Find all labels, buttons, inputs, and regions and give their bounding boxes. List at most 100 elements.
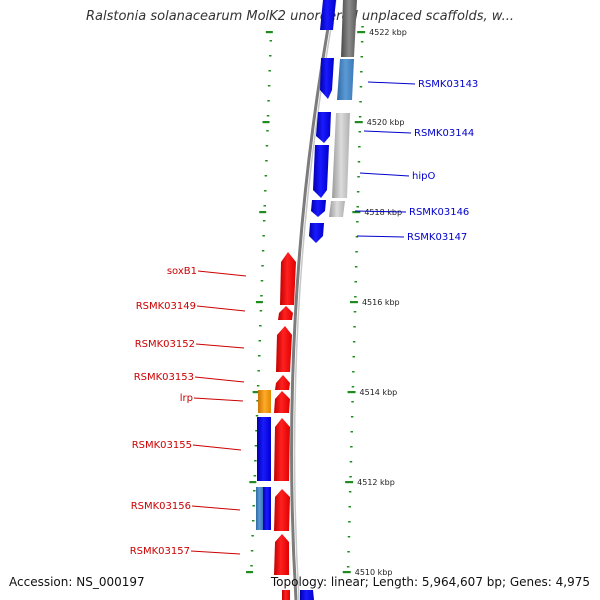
ruler-minor-tick <box>352 371 355 373</box>
gene-label-reverse[interactable]: RSMK03155 <box>132 440 192 451</box>
ruler-minor-tick <box>361 26 364 28</box>
ruler-major-tick <box>357 31 366 34</box>
ruler-minor-tick <box>261 250 265 252</box>
forward-outer-track[interactable] <box>329 0 357 217</box>
gene-block-reverse[interactable] <box>274 534 289 575</box>
ruler-minor-tick <box>265 145 269 147</box>
gene-block-forward[interactable] <box>300 590 314 600</box>
ruler-major-tick <box>262 121 270 124</box>
ruler-minor-tick <box>350 416 354 418</box>
ruler-minor-tick <box>354 296 357 298</box>
ruler-major-tick <box>265 31 273 34</box>
gene-block-reverse[interactable] <box>280 252 296 305</box>
ruler-minor-tick <box>260 280 264 282</box>
ruler-minor-tick <box>256 400 259 402</box>
gene-block-rna[interactable] <box>258 390 271 413</box>
ruler-minor-tick <box>256 385 260 387</box>
ruler-minor-tick <box>268 70 271 72</box>
ruler-minor-tick <box>352 356 356 358</box>
gene-block-forward[interactable] <box>311 200 326 217</box>
ruler-minor-tick <box>258 340 262 342</box>
gene-block-forward[interactable] <box>257 417 271 481</box>
ruler-minor-tick <box>250 565 253 567</box>
ruler-minor-tick <box>250 550 254 552</box>
ruler-minor-tick <box>359 101 362 103</box>
ruler-minor-tick <box>351 386 355 388</box>
gene-block-forward[interactable] <box>320 58 334 99</box>
ruler-minor-tick <box>358 146 361 148</box>
ruler-tick-label: 4522 kbp <box>369 28 407 37</box>
gene-label-reverse[interactable]: RSMK03153 <box>134 372 194 383</box>
gene-label-reverse[interactable]: RSMK03156 <box>131 501 191 512</box>
gene-label-forward[interactable]: RSMK03143 <box>418 79 478 90</box>
ruler-minor-tick <box>259 310 263 312</box>
ruler-major-tick <box>345 481 354 484</box>
ruler-minor-tick <box>253 475 257 477</box>
label-leader-line <box>190 550 241 555</box>
gene-block-reverse[interactable] <box>278 306 293 320</box>
ruler-minor-tick <box>360 71 363 73</box>
reverse-outer-track[interactable] <box>256 390 271 530</box>
ruler-minor-tick <box>349 461 353 463</box>
gene-block-reverse[interactable] <box>274 391 290 413</box>
gene-label-forward[interactable]: RSMK03146 <box>409 207 469 218</box>
gene-block-steelblue[interactable] <box>256 487 263 530</box>
ruler-major-tick <box>349 301 358 304</box>
ruler-minor-tick <box>253 490 256 492</box>
ruler-major-tick <box>342 571 351 574</box>
gene-block-forward[interactable] <box>313 145 329 198</box>
gene-block-gray[interactable] <box>329 201 345 217</box>
ruler-minor-tick <box>358 116 362 118</box>
gene-block-reverse[interactable] <box>274 418 290 481</box>
label-leader-line <box>196 305 246 312</box>
ruler-minor-tick <box>257 355 261 357</box>
gene-label-forward[interactable]: hipO <box>412 171 435 182</box>
gene-block-forward[interactable] <box>309 223 324 243</box>
gene-block-dark-gray[interactable] <box>341 0 357 57</box>
ruler-major-tick <box>259 211 267 214</box>
ruler-minor-tick <box>349 476 352 478</box>
gene-label-reverse[interactable]: RSMK03149 <box>136 301 196 312</box>
gene-block-reverse[interactable] <box>282 590 290 600</box>
ruler-minor-tick <box>251 535 254 537</box>
ruler-minor-tick <box>358 131 362 133</box>
accession-text: Accession: NS_000197 <box>9 575 145 589</box>
reverse-strand-genes[interactable] <box>274 252 296 600</box>
label-leader-line <box>191 505 241 511</box>
ruler-minor-tick <box>353 311 357 313</box>
ruler-minor-tick <box>353 326 356 328</box>
gene-label-reverse[interactable]: RSMK03152 <box>135 339 195 350</box>
ruler-minor-tick <box>259 325 262 327</box>
ruler-minor-tick <box>351 401 354 403</box>
ruler-major-tick <box>252 391 260 394</box>
ruler-minor-tick <box>346 566 350 568</box>
gene-label-reverse[interactable]: soxB1 <box>167 266 197 277</box>
gene-block-reverse[interactable] <box>275 375 290 390</box>
gene-block-reverse[interactable] <box>276 326 292 372</box>
gene-block-forward[interactable] <box>320 0 336 30</box>
gene-block-forward[interactable] <box>316 112 331 143</box>
ruler-minor-tick <box>267 100 270 102</box>
gene-block-steelblue[interactable] <box>337 59 354 100</box>
label-leader-line <box>195 343 245 349</box>
gene-label-forward[interactable]: RSMK03147 <box>407 232 467 243</box>
ruler-minor-tick <box>359 86 363 88</box>
label-leader-line <box>367 81 416 85</box>
label-leader-line <box>356 235 405 238</box>
ruler-minor-tick <box>348 506 352 508</box>
gene-label-reverse[interactable]: RSMK03157 <box>130 546 190 557</box>
forward-strand-genes[interactable] <box>300 0 336 600</box>
label-leader-line <box>359 172 410 177</box>
gene-label-forward[interactable]: RSMK03144 <box>414 128 474 139</box>
gene-block-forward[interactable] <box>263 487 271 530</box>
label-leader-line <box>363 130 412 134</box>
ruler-minor-tick <box>261 265 264 267</box>
gene-label-reverse[interactable]: lrp <box>180 393 193 404</box>
ruler-minor-tick <box>347 551 350 553</box>
ruler-minor-tick <box>265 160 268 162</box>
gene-block-gray[interactable] <box>332 113 350 198</box>
gene-block-reverse[interactable] <box>274 489 290 531</box>
ruler-minor-tick <box>266 115 270 117</box>
